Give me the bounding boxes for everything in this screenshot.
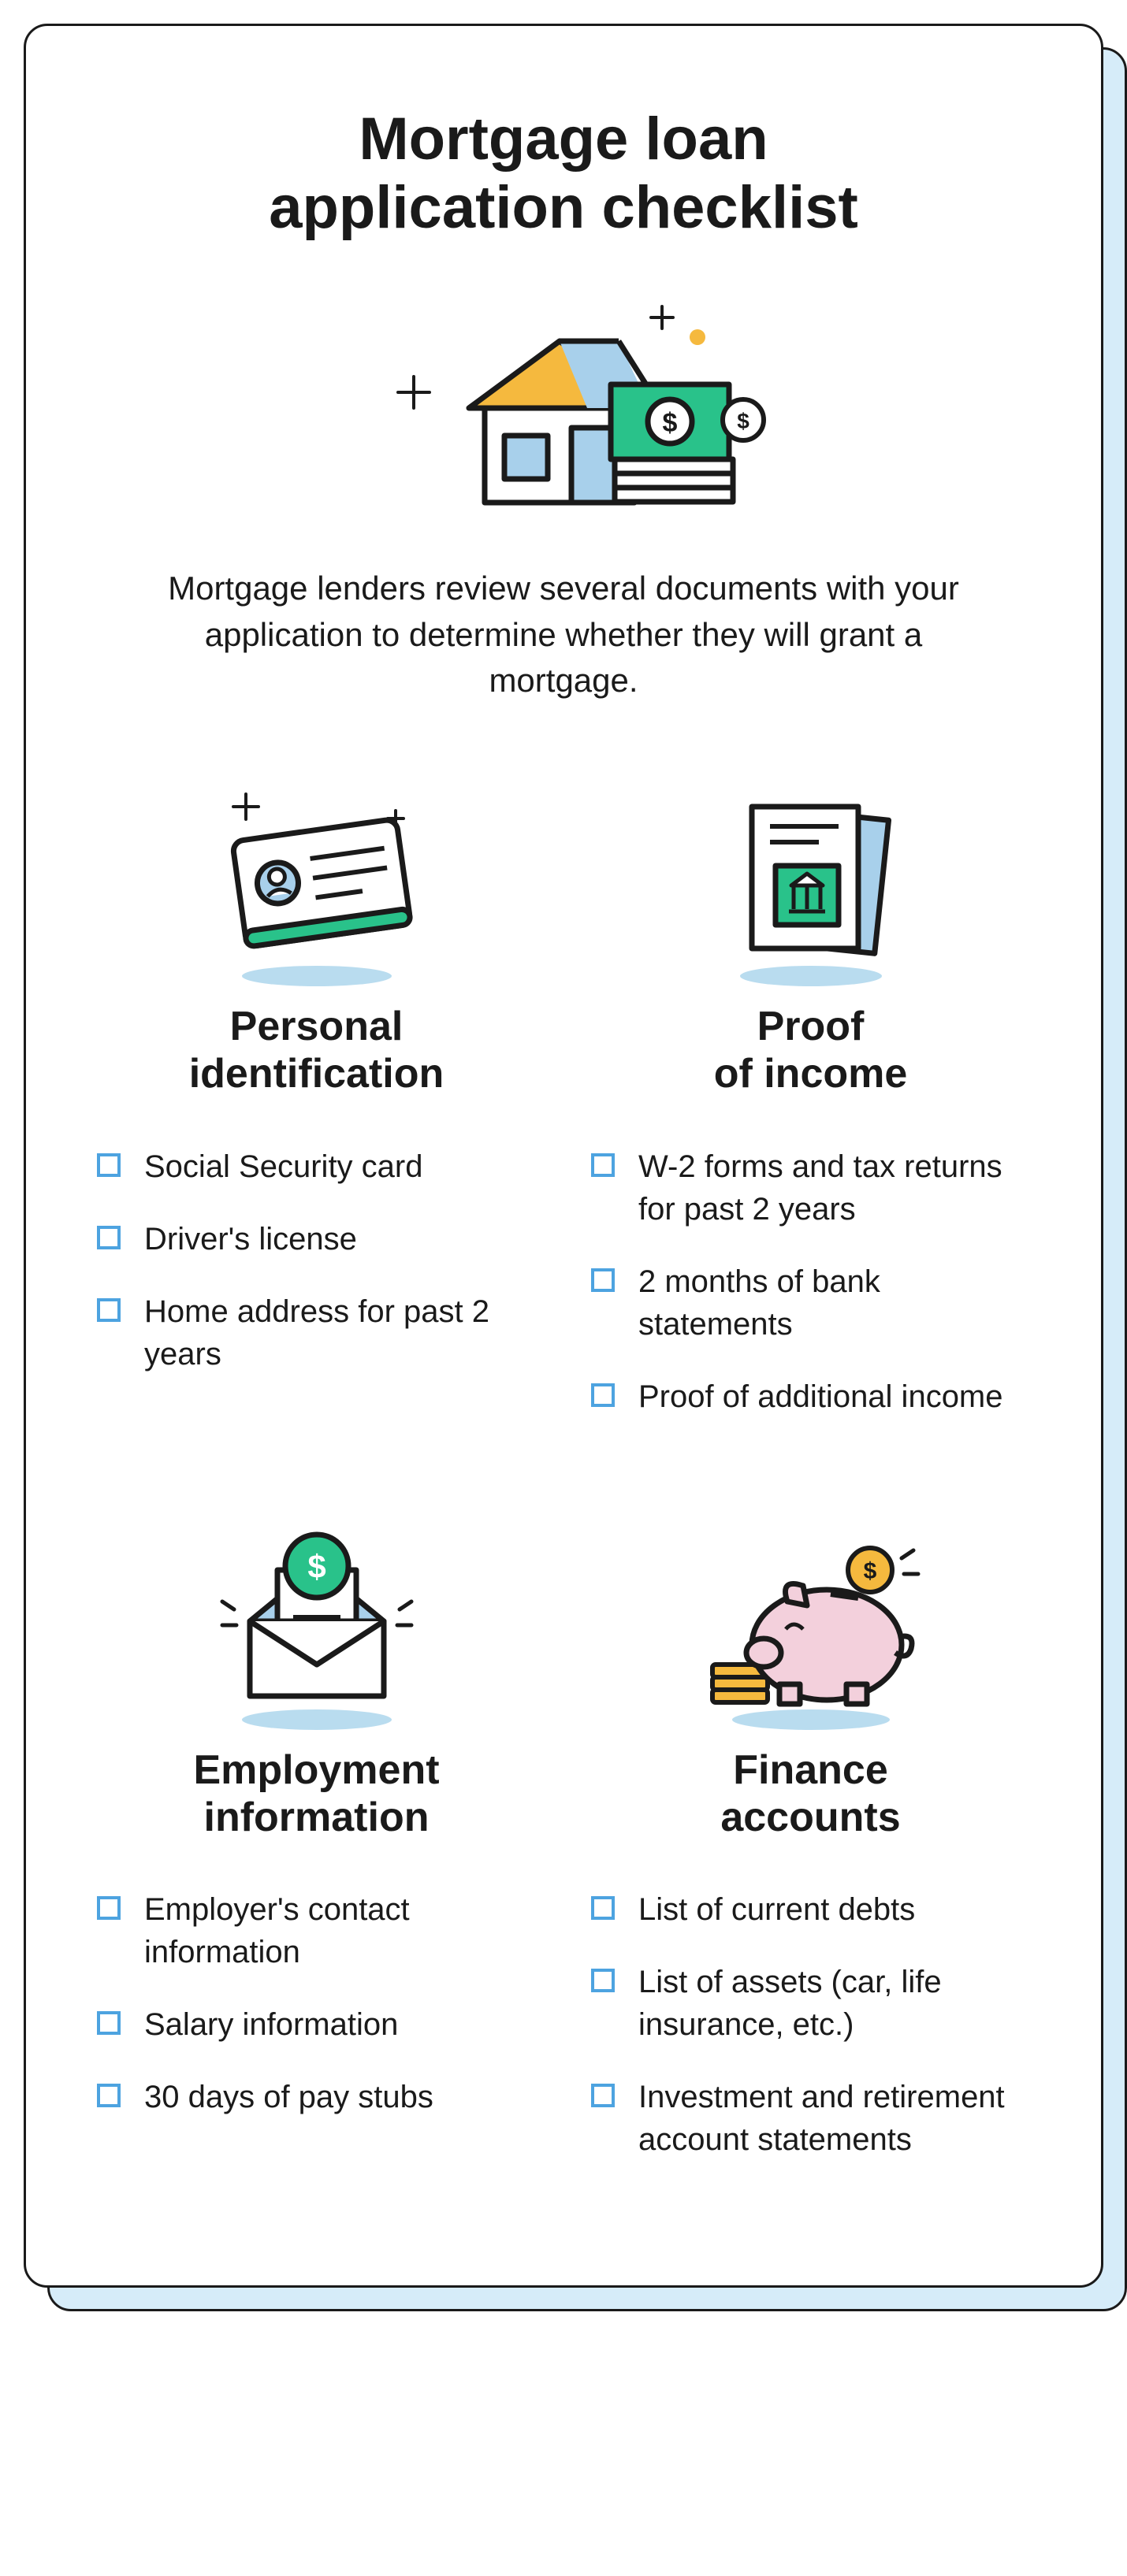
intro-text: Mortgage lenders review several document… (150, 566, 977, 704)
checkbox-icon (591, 1153, 615, 1177)
checklist-item: List of current debts (591, 1888, 1030, 1931)
checkbox-icon (97, 1896, 121, 1920)
section-title: Personalidentification (97, 1004, 536, 1098)
checklist-item: Employer's contact information (97, 1888, 536, 1973)
checkbox-icon (97, 1298, 121, 1322)
section-title: Proofof income (591, 1004, 1030, 1098)
section-employment: $ Employmentinformation Employer's conta… (97, 1527, 536, 2192)
infographic-card: Mortgage loanapplication checklist (24, 24, 1103, 2288)
svg-text:$: $ (737, 409, 749, 433)
section-proof-income: Proofof income W-2 forms and tax returns… (591, 783, 1030, 1448)
checkbox-icon (97, 2011, 121, 2035)
main-title: Mortgage loanapplication checklist (97, 105, 1030, 243)
sections-grid: Personalidentification Social Security c… (97, 783, 1030, 2191)
checkbox-icon (97, 1153, 121, 1177)
svg-text:$: $ (307, 1548, 325, 1585)
checklist-item: List of assets (car, life insurance, etc… (591, 1961, 1030, 2046)
checkbox-icon (591, 1383, 615, 1407)
checkbox-icon (591, 1969, 615, 1992)
checklist: Social Security card Driver's license Ho… (97, 1145, 536, 1375)
checklist: Employer's contact information Salary in… (97, 1888, 536, 2118)
checklist-item: Investment and retirement account statem… (591, 2076, 1030, 2161)
checkbox-icon (97, 1226, 121, 1249)
checkbox-icon (591, 1896, 615, 1920)
section-title: Financeaccounts (591, 1747, 1030, 1842)
svg-text:$: $ (863, 1558, 876, 1584)
checklist-item: Proof of additional income (591, 1375, 1030, 1418)
checklist: List of current debts List of assets (ca… (591, 1888, 1030, 2161)
checklist-item: 30 days of pay stubs (97, 2076, 536, 2118)
checklist-item: Social Security card (97, 1145, 536, 1188)
document-bank-icon (591, 783, 1030, 988)
infographic-card-wrapper: Mortgage loanapplication checklist (24, 24, 1103, 2288)
checklist-item: Salary information (97, 2003, 536, 2046)
checkbox-icon (591, 2084, 615, 2107)
house-money-icon: $ $ (351, 290, 776, 526)
section-personal-id: Personalidentification Social Security c… (97, 783, 536, 1448)
checklist-item: 2 months of bank statements (591, 1260, 1030, 1346)
id-card-icon (97, 783, 536, 988)
checklist-item: Home address for past 2 years (97, 1290, 536, 1375)
hero-illustration: $ $ (97, 290, 1030, 526)
piggy-bank-icon: $ (591, 1527, 1030, 1732)
checklist-item: W-2 forms and tax returns for past 2 yea… (591, 1145, 1030, 1230)
checkbox-icon (97, 2084, 121, 2107)
envelope-dollar-icon: $ (97, 1527, 536, 1732)
checklist: W-2 forms and tax returns for past 2 yea… (591, 1145, 1030, 1418)
checkbox-icon (591, 1268, 615, 1292)
section-finance-accounts: $ Financeaccounts List of current debts … (591, 1527, 1030, 2192)
svg-text:$: $ (663, 408, 678, 438)
checklist-item: Driver's license (97, 1218, 536, 1260)
section-title: Employmentinformation (97, 1747, 536, 1842)
